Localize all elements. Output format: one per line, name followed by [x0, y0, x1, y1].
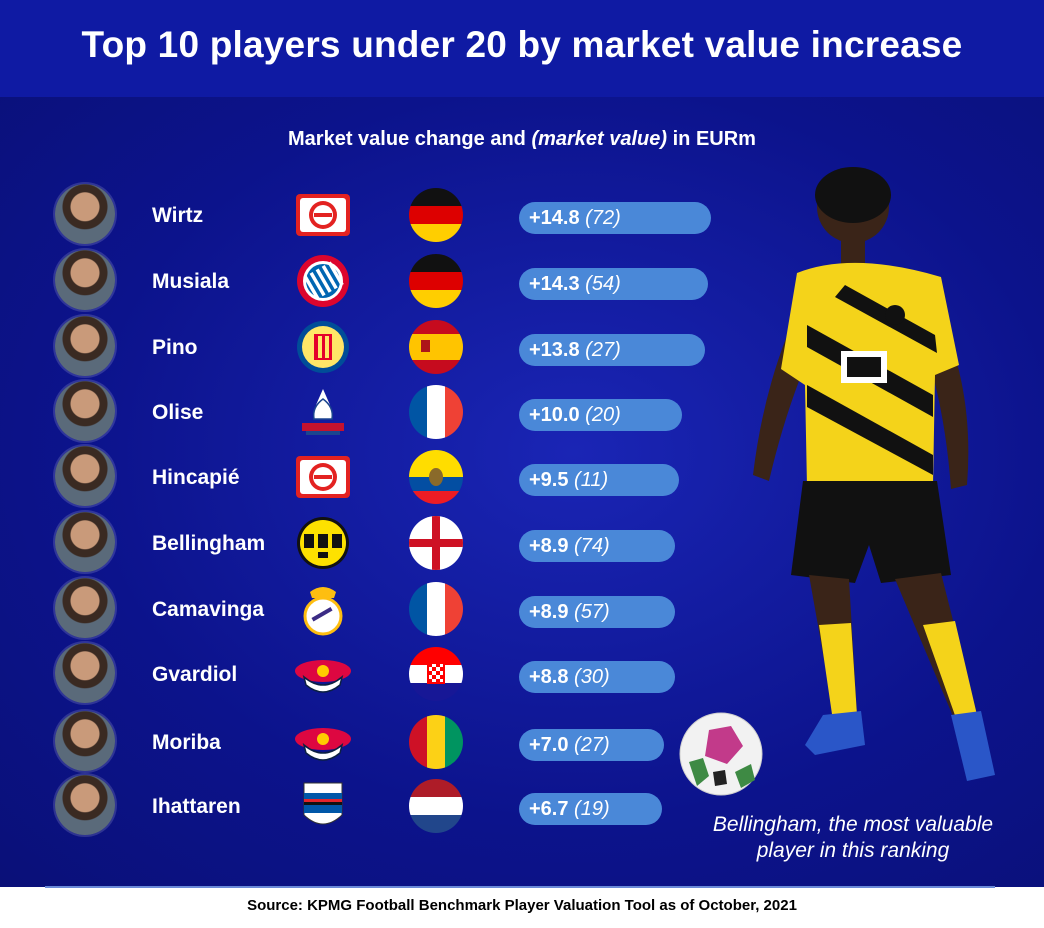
header-band — [0, 0, 1044, 97]
value-bar — [519, 596, 676, 628]
value-bar — [519, 399, 682, 431]
value-change-label: +10.0 — [529, 404, 580, 426]
market-value-label: (30) — [568, 666, 610, 688]
player-name: Ihattaren — [152, 795, 241, 818]
market-value-label: (72) — [579, 207, 621, 229]
flag-england-icon — [409, 516, 463, 570]
club-crest-borussia-dortmund-icon — [297, 517, 349, 569]
market-value-label: (74) — [568, 535, 610, 557]
value-change-label: +7.0 — [529, 734, 569, 756]
player-avatar — [55, 578, 115, 638]
value-bar — [519, 202, 711, 234]
flag-spain-icon — [409, 320, 463, 374]
club-crest-sampdoria-icon — [303, 782, 343, 825]
bar-data-label: +8.9 (74) — [529, 530, 610, 562]
flag-netherlands-icon — [409, 779, 463, 833]
player-avatar — [55, 446, 115, 506]
player-name: Pino — [152, 336, 198, 359]
bar-data-label: +8.8 (30) — [529, 661, 610, 693]
market-value-label: (20) — [579, 404, 621, 426]
flag-france-icon — [409, 582, 463, 636]
club-crest-bayer-leverkusen-icon — [296, 456, 350, 498]
market-value-label: (27) — [568, 734, 610, 756]
market-value-label: (19) — [568, 798, 610, 820]
flag-guinea-icon — [409, 715, 463, 769]
flag-germany-icon — [409, 188, 463, 242]
chart-title: Top 10 players under 20 by market value … — [81, 24, 963, 65]
club-crest-bayer-leverkusen-icon — [296, 194, 350, 236]
bar-data-label: +14.8 (72) — [529, 202, 621, 234]
player-photo — [753, 167, 995, 781]
club-crest-villarreal-icon — [297, 321, 349, 373]
player-name: Camavinga — [152, 598, 265, 621]
player-name: Bellingham — [152, 532, 266, 555]
value-change-label: +9.5 — [529, 469, 569, 491]
player-avatar — [55, 250, 115, 310]
bar-data-label: +14.3 (54) — [529, 268, 621, 300]
value-bar — [519, 530, 676, 562]
player-name: Moriba — [152, 731, 221, 754]
value-bar — [519, 268, 708, 300]
bar-data-label: +10.0 (20) — [529, 399, 621, 431]
player-avatar — [55, 512, 115, 572]
bar-data-label: +9.5 (11) — [529, 464, 608, 496]
flag-croatia-icon — [409, 647, 463, 701]
player-avatar — [55, 775, 115, 835]
source-divider — [45, 886, 995, 888]
market-value-label: (54) — [579, 273, 621, 295]
value-change-label: +6.7 — [529, 798, 569, 820]
subtitle-italic: (market value) — [531, 128, 668, 150]
chart-subtitle: Market value change and (market value) i… — [0, 128, 1044, 151]
photo-caption: Bellingham, the most valuable player in … — [690, 812, 1016, 864]
player-name: Hincapié — [152, 466, 240, 489]
value-change-label: +13.8 — [529, 339, 580, 361]
flag-france-icon — [409, 385, 463, 439]
club-crest-rb-leipzig-icon — [295, 728, 351, 761]
player-name: Gvardiol — [152, 663, 238, 686]
player-name: Olise — [152, 401, 204, 424]
value-change-label: +8.8 — [529, 666, 569, 688]
value-change-label: +14.8 — [529, 207, 580, 229]
caption-line-2: player in this ranking — [756, 839, 950, 862]
flag-ecuador-icon — [409, 450, 463, 504]
market-value-label: (57) — [568, 601, 610, 623]
value-bar — [519, 464, 679, 496]
club-crest-real-madrid-icon — [303, 587, 343, 636]
player-name: Musiala — [152, 270, 230, 293]
market-value-label: (11) — [568, 469, 609, 491]
value-change-label: +14.3 — [529, 273, 580, 295]
club-crest-fc-bayern-icon — [297, 255, 349, 307]
player-name: Wirtz — [152, 204, 204, 227]
caption-line-1: Bellingham, the most valuable — [712, 813, 994, 836]
club-crest-rb-leipzig-icon — [295, 660, 351, 693]
subtitle-suffix: in EURm — [667, 128, 756, 150]
value-change-label: +8.9 — [529, 601, 569, 623]
market-value-label: (27) — [579, 339, 621, 361]
player-avatar — [55, 643, 115, 703]
source-note: Source: KPMG Football Benchmark Player V… — [247, 897, 797, 914]
player-avatar — [55, 184, 115, 244]
value-bar — [519, 793, 662, 825]
value-bar — [519, 334, 705, 366]
player-avatar — [55, 711, 115, 771]
bar-data-label: +6.7 (19) — [529, 793, 610, 825]
value-bar — [519, 729, 664, 761]
flag-germany-icon — [409, 254, 463, 308]
player-avatar — [55, 316, 115, 376]
value-change-label: +8.9 — [529, 535, 569, 557]
bar-data-label: +13.8 (27) — [529, 334, 621, 366]
soccer-ball-image — [679, 712, 763, 796]
bar-data-label: +8.9 (57) — [529, 596, 610, 628]
player-avatar — [55, 381, 115, 441]
value-bar — [519, 661, 675, 693]
subtitle-prefix: Market value change and — [288, 128, 532, 150]
bar-data-label: +7.0 (27) — [529, 729, 610, 761]
club-crest-crystal-palace-icon — [302, 389, 344, 435]
